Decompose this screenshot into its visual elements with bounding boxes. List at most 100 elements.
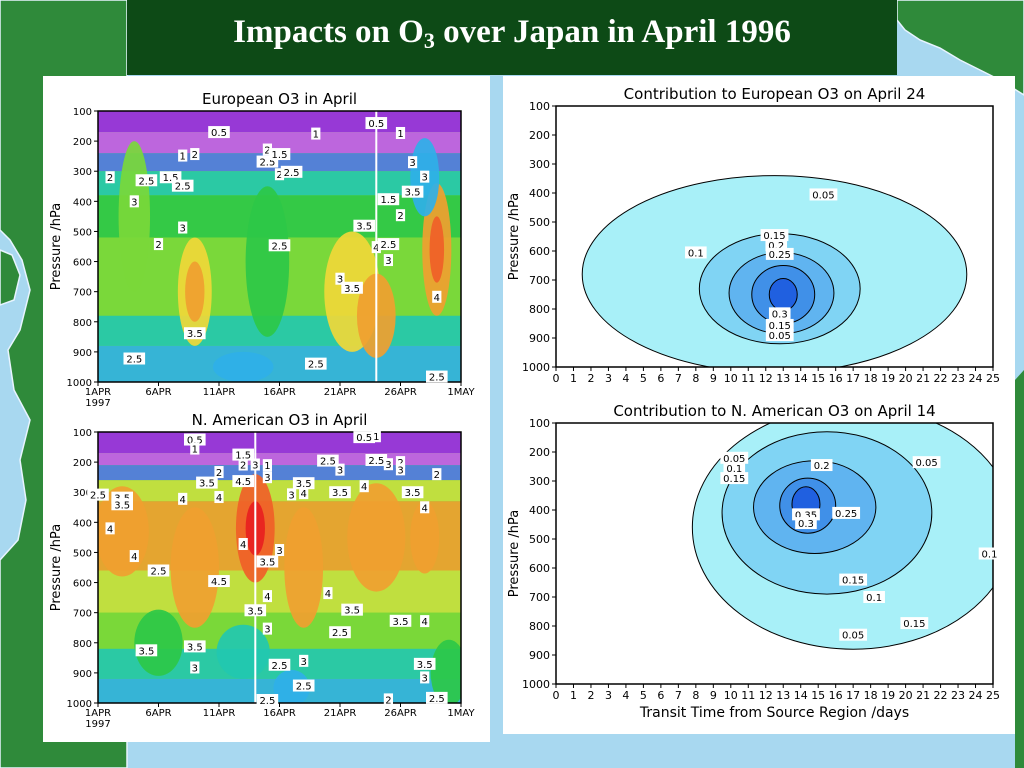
- contour-label: 3.5: [296, 479, 312, 490]
- contour-label: 2.5: [259, 696, 275, 707]
- y-tick-label: 600: [529, 562, 550, 575]
- x-tick-label: 9: [710, 372, 717, 385]
- y-tick-label: 800: [73, 639, 92, 650]
- contour-label: 0.25: [769, 250, 791, 261]
- contour-label: 1: [180, 152, 186, 163]
- contour-label-box: [426, 370, 448, 383]
- y-tick-label: 800: [529, 303, 550, 316]
- x-tick-label: 2: [587, 372, 594, 385]
- contour-label: 0.35: [795, 510, 817, 521]
- contour-label-box: [111, 498, 133, 511]
- contour-label-box: [353, 431, 375, 444]
- x-tick-label: 23: [951, 689, 965, 702]
- contour-label: 0.1: [982, 550, 998, 561]
- contour-label-box: [765, 329, 794, 342]
- contour-label: 2.5: [332, 628, 348, 639]
- contour-label-box: [768, 307, 791, 320]
- contour-label: 0.1: [726, 464, 742, 475]
- contour-label: 2.5: [138, 176, 154, 187]
- contour-label-box: [171, 179, 194, 192]
- x-tick-label: 16APR: [263, 708, 296, 719]
- y-tick-label: 100: [529, 100, 550, 113]
- contour-label-box: [760, 229, 789, 242]
- field-band: [98, 345, 461, 382]
- contour-label-box: [839, 573, 868, 586]
- contour-label: 3.5: [247, 606, 263, 617]
- x-tick-label: 7: [675, 372, 682, 385]
- contour-label-box: [420, 615, 430, 628]
- contour-label-box: [383, 693, 393, 706]
- contour-label: 0.15: [763, 231, 785, 242]
- contour-label: 4: [301, 489, 307, 500]
- y-tick-label: 400: [529, 187, 550, 200]
- contour-label: 0.05: [842, 631, 864, 642]
- contour-label: 3.5: [405, 188, 421, 199]
- contour-label-box: [268, 239, 291, 252]
- field-blob: [245, 186, 290, 337]
- contour-label: 2: [434, 470, 440, 481]
- field-blob: [347, 483, 406, 592]
- x-tick-label: 10: [724, 372, 738, 385]
- contour-label-box: [208, 575, 230, 588]
- x-tick-label: 8: [692, 689, 699, 702]
- field-band: [98, 453, 461, 466]
- contour-label-box: [395, 126, 406, 139]
- contour-label-box: [214, 466, 224, 479]
- contour-label-box: [238, 538, 248, 551]
- x-tick-label: 13: [776, 689, 790, 702]
- contour-label: 0.5: [187, 436, 203, 447]
- contour-label: 3.5: [187, 642, 203, 653]
- contour-label-box: [178, 221, 188, 234]
- chart-north-american-contribution: Contribution to N. American O3 on April …: [507, 402, 1001, 721]
- contour-label: 3.5: [417, 660, 433, 671]
- contour-label-box: [389, 614, 412, 627]
- x-tick-label: 19: [881, 689, 895, 702]
- field-band: [98, 501, 461, 571]
- x-tick-label: 10: [724, 689, 738, 702]
- contour-label-box: [274, 168, 285, 181]
- field-blob: [118, 141, 151, 292]
- contour-label-box: [420, 170, 430, 183]
- x-tick-label: 7: [675, 689, 682, 702]
- y-axis-label: Pressure /hPa: [507, 193, 522, 280]
- contour-label: 2: [192, 150, 198, 161]
- y-tick-label: 300: [529, 158, 550, 171]
- contour-label: 4: [422, 503, 428, 514]
- x-tick-label: 11APR: [203, 708, 236, 719]
- y-tick-label: 100: [73, 428, 92, 439]
- right-panel: Contribution to European O3 on April 24 P…: [503, 76, 1015, 734]
- x-tick-label: 16: [829, 689, 843, 702]
- chart-european-contribution: Contribution to European O3 on April 24 P…: [507, 85, 1000, 385]
- x-tick-label: 5: [640, 372, 647, 385]
- x-tick-label: 23: [951, 372, 965, 385]
- contour-label-box: [268, 658, 291, 671]
- plot-area: [556, 423, 993, 684]
- y-tick-label: 200: [73, 137, 92, 148]
- contour-label-box: [323, 587, 333, 600]
- contour-label: 1: [397, 129, 403, 140]
- y-tick-label: 800: [73, 318, 92, 329]
- contour-label-box: [238, 458, 248, 471]
- contour-label: 0.05: [915, 458, 937, 469]
- contour-label: 3: [337, 466, 343, 477]
- contour-label-box: [299, 654, 309, 667]
- contour-label-box: [250, 458, 260, 471]
- contour-label-box: [262, 459, 272, 472]
- contour-label-box: [87, 488, 109, 501]
- y-tick-label: 300: [73, 488, 92, 499]
- y-tick-label: 1000: [522, 678, 550, 691]
- y-tick-label: 400: [73, 518, 92, 529]
- contour-label-box: [341, 603, 363, 616]
- y-tick-label: 700: [73, 609, 92, 620]
- contour-label: 4: [361, 482, 367, 493]
- field-band: [98, 432, 461, 454]
- chart-european-o3: European O3 in April Pressure /hPa 100 200 3…: [49, 90, 475, 409]
- chart-title: N. American O3 in April: [192, 411, 368, 429]
- contour-label-box: [912, 456, 941, 469]
- x-tick-label: 21: [916, 372, 930, 385]
- field-blob: [284, 507, 324, 628]
- y-tick-label: 400: [73, 197, 92, 208]
- contour-label: 1.5: [163, 173, 179, 184]
- x-tick-label: 4: [622, 689, 629, 702]
- contour-label: 2.5: [272, 661, 288, 672]
